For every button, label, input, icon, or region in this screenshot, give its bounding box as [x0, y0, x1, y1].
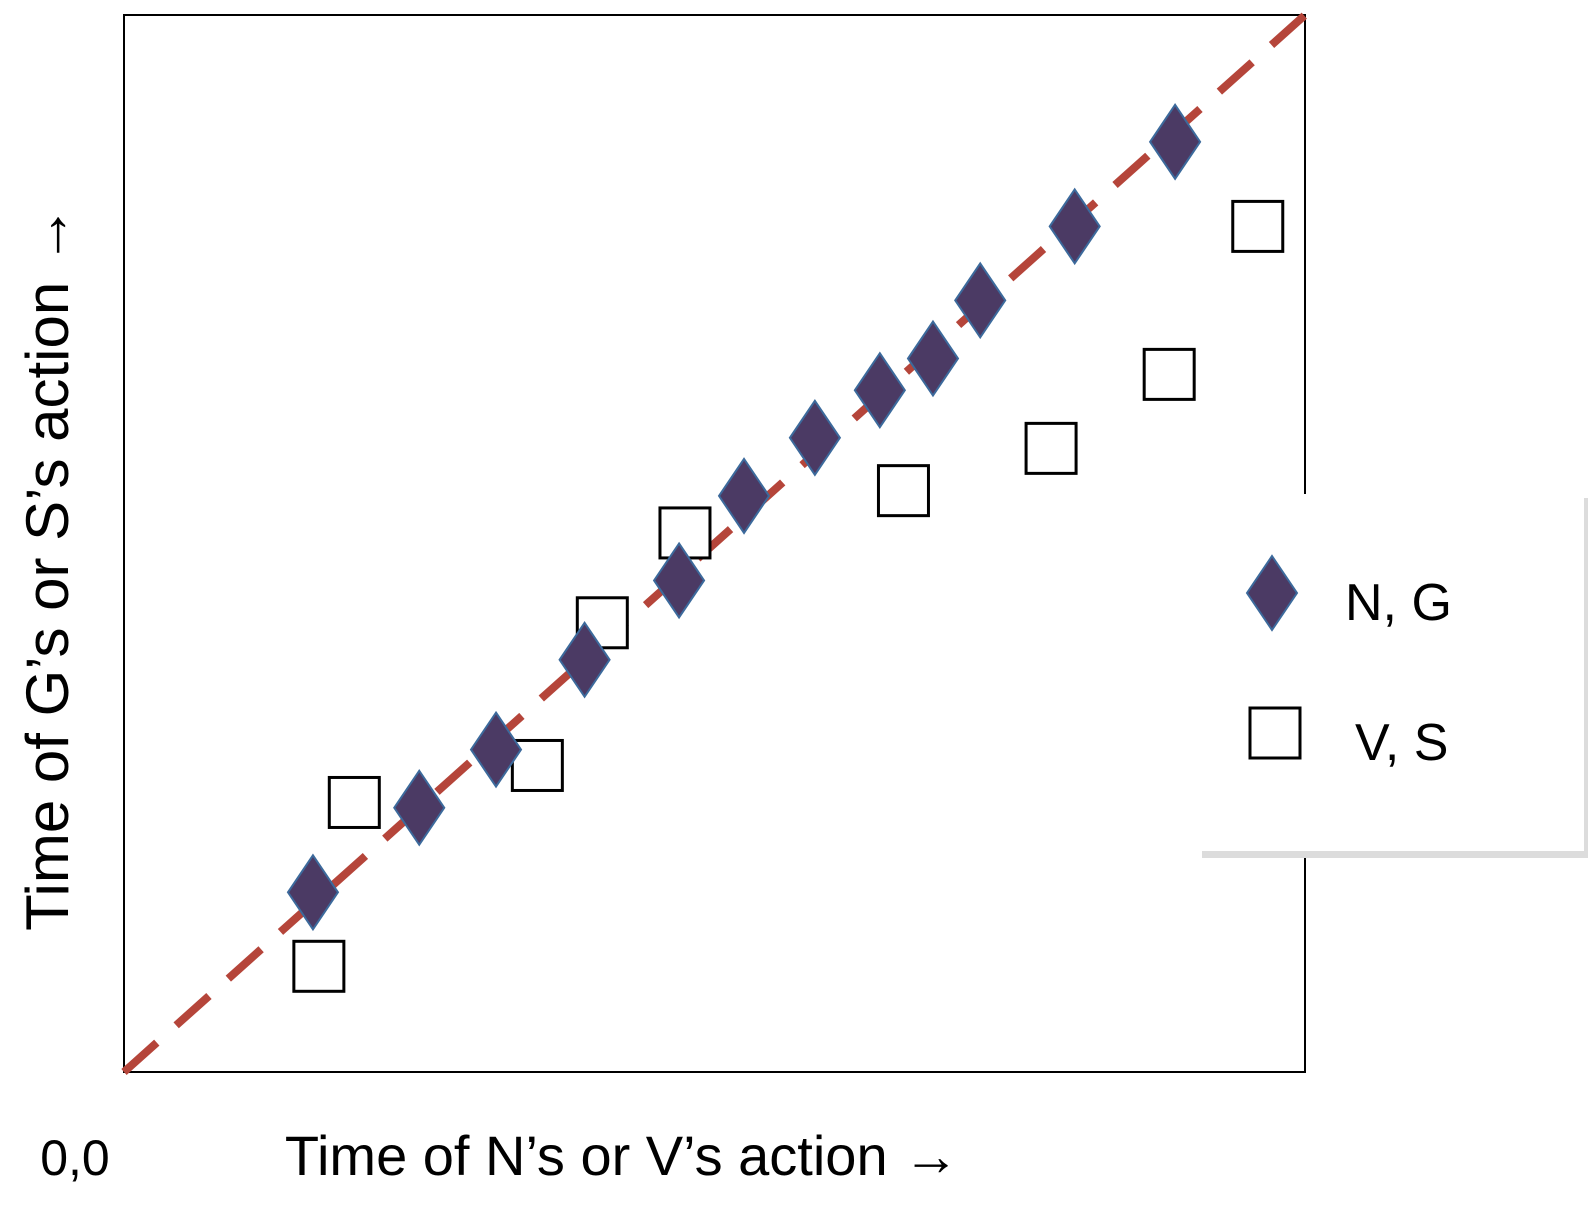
square-point — [876, 464, 930, 518]
diamond-point — [717, 457, 771, 535]
y-axis-label: Time of G’s or S’s action → — [14, 205, 81, 931]
diamond-point — [469, 710, 523, 789]
diamond-point — [1048, 187, 1101, 266]
legend-box — [1198, 494, 1584, 851]
diamond-point — [954, 261, 1007, 340]
square-point — [658, 506, 712, 560]
square-point — [292, 939, 346, 993]
legend-label: N, G — [1345, 574, 1452, 632]
legend-label: V, S — [1355, 714, 1449, 772]
legend-marker-diamond — [1245, 554, 1299, 632]
square-point — [1231, 199, 1285, 253]
legend-entries: N, G V, S — [1245, 554, 1452, 772]
reference-diagonal-line — [121, 12, 1308, 1075]
reference-line-layer — [121, 12, 1308, 1075]
data-points-layer — [286, 103, 1285, 993]
diamond-point — [788, 399, 842, 477]
diamond-point — [906, 319, 960, 398]
legend: N, G V, S — [1198, 494, 1588, 858]
diamond-point — [393, 768, 446, 847]
legend-marker-square — [1248, 706, 1302, 760]
origin-label: 0,0 — [40, 1130, 110, 1186]
square-point — [327, 775, 381, 829]
diamond-point — [652, 541, 706, 620]
square-point — [1024, 421, 1078, 475]
x-axis-label: Time of N’s or V’s action → — [285, 1124, 959, 1187]
square-point — [1142, 347, 1196, 401]
diamond-point — [286, 853, 340, 932]
diamond-point — [558, 620, 611, 699]
diamond-point — [1148, 103, 1202, 181]
diamond-point — [853, 351, 907, 430]
